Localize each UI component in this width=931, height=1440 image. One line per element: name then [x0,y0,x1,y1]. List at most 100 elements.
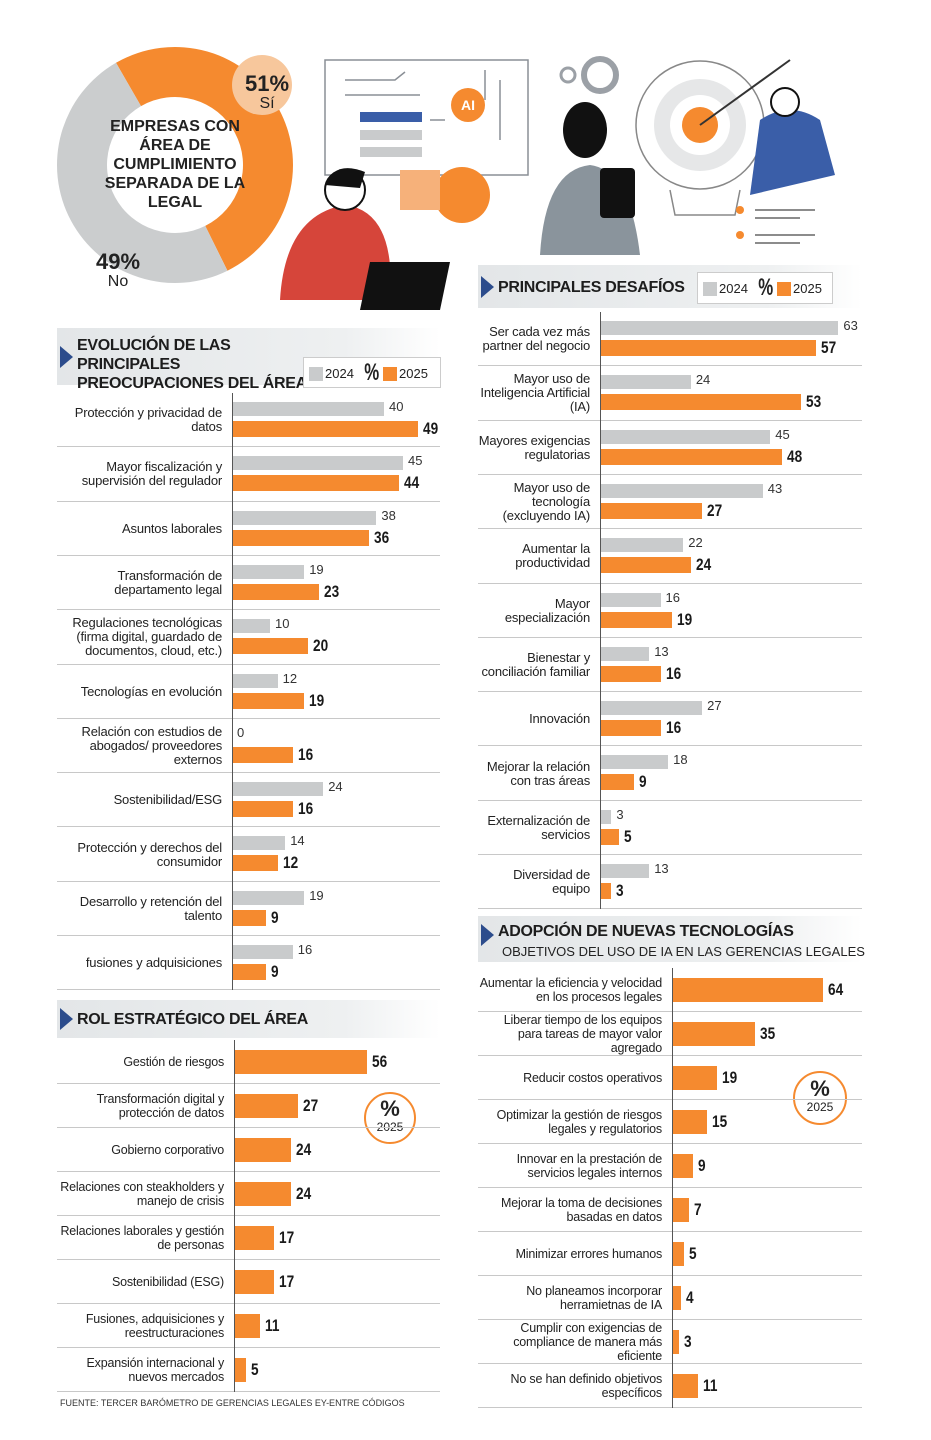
ui-bar [360,130,422,140]
section-header [57,1000,440,1038]
value-label: 45 [408,453,423,469]
row-separator [57,663,440,665]
value-label: 5 [688,1244,697,1263]
bar [600,720,661,737]
category-label: No planeamos incorporar herramietnas de … [526,1284,662,1312]
row-separator [478,1363,862,1364]
bar [600,502,703,519]
row-separator [57,826,440,828]
bar [672,1066,717,1090]
value-label: 18 [673,752,688,768]
bar [232,564,305,579]
bar [672,1242,684,1266]
value-label: 48 [786,446,802,466]
value-label: 43 [767,480,783,496]
row-separator [478,1143,862,1144]
category-label: Liberar tiempo de los equipos para tarea… [503,1013,662,1055]
bar [600,340,816,356]
value-label: 64 [827,980,843,999]
value-label: 5 [250,1360,259,1379]
value-label: 17 [279,1272,295,1291]
category-label: Relaciones laborales y gestión de person… [60,1224,224,1252]
value-label: 27 [302,1096,319,1115]
row-separator [478,908,862,910]
bar [232,890,305,905]
row-separator [478,799,862,801]
row-separator [478,1099,862,1100]
woman-hair [563,102,607,158]
category-label: Mayor uso de tecnología (excluyendo IA) [502,480,591,524]
coin [434,167,490,223]
bar [600,611,672,628]
bar [232,583,320,600]
text-lines [755,209,815,244]
dart [699,59,791,126]
header-arrow [60,345,73,368]
axis-line [672,968,673,1408]
bar [234,1270,275,1294]
bar [232,673,278,688]
row-separator [57,1171,440,1172]
value-label: 63 [843,318,858,333]
category-label: Mejorar la toma de decisiones basadas en… [501,1196,662,1224]
category-label: No se han definido objetivos específicos [510,1372,663,1400]
bar [672,1154,694,1178]
bar [232,475,400,492]
category-label: Transformación de departamento legal [114,568,222,598]
value-label: 16 [297,744,313,764]
row-separator [57,1127,440,1128]
value-label: 51% [244,71,290,96]
bar [600,538,684,553]
row-separator [478,1055,862,1056]
row-separator [57,1303,440,1304]
value-label: 15 [712,1112,728,1131]
bar [232,402,384,416]
legend-label: 2025 [399,366,428,381]
row-separator [57,1215,440,1216]
category-label: Protección y privacidad de datos [74,405,222,435]
category-label: Diversidad de equipo [513,867,590,897]
source: FUENTE: TERCER BARÓMETRO DE GERENCIAS LE… [60,1398,405,1408]
bar [600,646,650,661]
bar [600,429,771,444]
value-label: 0 [237,724,245,740]
bar [672,1110,708,1134]
section-title: PRINCIPALES DESAFÍOS [498,278,685,296]
bar [600,321,839,335]
bar [600,665,661,682]
gear [559,66,577,84]
bar [232,855,278,872]
value-label: 13 [654,861,669,876]
value-label: 11 [265,1316,280,1335]
value-label: 19 [309,690,325,710]
legend-badge [364,1092,416,1144]
value-label: 11 [702,1376,718,1395]
value-label: 22 [688,535,703,551]
value-label: 16 [665,718,681,738]
axis-line [232,393,233,991]
section-title: ADOPCIÓN DE NUEVAS TECNOLOGÍAS [498,923,794,940]
value-label: 13 [654,643,669,659]
category-label: Gobierno corporativo [111,1143,224,1157]
value-label: 53 [805,392,821,412]
bar [672,1374,698,1398]
row-separator [57,554,440,556]
value-label: 49% [95,249,141,274]
category-label: Mejorar la relación con tras áreas [486,758,590,788]
bar [672,1330,680,1354]
value-label: 3 [684,1332,692,1351]
laptop [360,262,450,310]
bullet [736,206,744,214]
person-body [280,205,395,300]
value-label: 12 [282,853,298,873]
value-label: 24 [695,555,711,575]
row-separator [478,1187,862,1188]
category-label: Mayores exigencias regulatorias [478,432,590,462]
legend-label: 2025 [793,281,822,296]
category-label: Relación con estudios de abogados/ prove… [81,723,223,767]
row-separator [478,528,862,530]
value-label: 5 [623,826,632,846]
axis-line [600,312,601,910]
row-separator [478,745,862,747]
